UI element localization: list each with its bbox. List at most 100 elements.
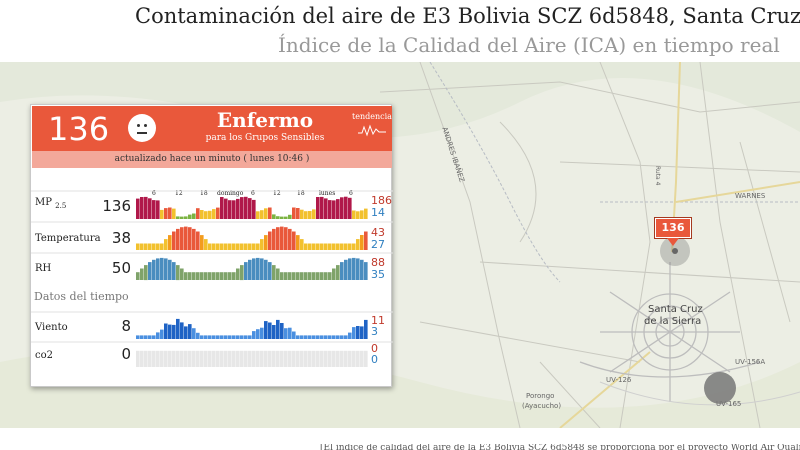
rh-bar xyxy=(292,272,296,280)
map-label-warnes: WARNES xyxy=(735,192,766,200)
co2-bar xyxy=(308,350,312,367)
pm25-bar xyxy=(164,208,168,219)
temperature-bar xyxy=(264,235,268,250)
wind-bar xyxy=(256,329,260,339)
rh-max: 88 xyxy=(371,256,385,269)
rh-bar xyxy=(264,259,268,280)
wind-bar xyxy=(184,326,188,339)
pm25-bar xyxy=(232,200,236,219)
temperature-bar xyxy=(156,243,160,250)
axis-tick: 18 xyxy=(200,190,208,197)
wind-bar xyxy=(332,335,336,339)
co2-bar xyxy=(360,350,364,367)
wind-bar xyxy=(196,332,200,339)
co2-bar xyxy=(268,350,272,367)
wind-bar xyxy=(140,335,144,339)
rh-bar xyxy=(304,272,308,280)
pm25-sparkline xyxy=(136,196,368,219)
pm25-bar xyxy=(220,197,224,219)
updated-bar: actualizado hace un minuto ( lunes 10:46… xyxy=(32,151,392,168)
temperature-bar xyxy=(136,243,140,250)
rh-bar xyxy=(180,268,184,280)
wind-min: 3 xyxy=(371,325,378,338)
pm25-bar xyxy=(208,210,212,219)
co2-value: 0 xyxy=(121,345,131,363)
rh-bar xyxy=(200,272,204,280)
temperature-bar xyxy=(188,227,192,250)
co2-bar xyxy=(316,350,320,367)
temperature-bar xyxy=(168,235,172,250)
co2-bar xyxy=(272,350,276,367)
pm25-bar xyxy=(280,216,284,219)
co2-bar xyxy=(164,350,168,367)
map-label-uv126: UV-126 xyxy=(606,376,632,384)
pm25-bar xyxy=(348,197,352,219)
temperature-bar xyxy=(272,228,276,250)
temperature-bar xyxy=(152,243,156,250)
temperature-bar xyxy=(256,243,260,250)
wind-bar xyxy=(280,323,284,339)
wind-bar xyxy=(240,335,244,339)
co2-bar xyxy=(244,350,248,367)
rh-bar xyxy=(240,265,244,281)
pm25-bar xyxy=(364,208,368,219)
temperature-label: Temperatura xyxy=(35,233,101,244)
rh-bar xyxy=(356,258,360,280)
co2-bar xyxy=(144,350,148,367)
wind-bar xyxy=(244,335,248,339)
temperature-bar xyxy=(220,243,224,250)
pm25-bar xyxy=(256,211,260,219)
pm25-bar xyxy=(252,199,256,219)
rh-bar xyxy=(160,257,164,280)
wind-bar xyxy=(364,319,368,339)
co2-bar xyxy=(356,350,360,367)
temperature-bar xyxy=(288,228,292,250)
rh-bar xyxy=(172,262,176,280)
wind-bar xyxy=(216,335,220,339)
wind-bar xyxy=(204,335,208,339)
wind-label: Viento xyxy=(35,322,68,333)
wind-bar xyxy=(348,332,352,339)
wind-bar xyxy=(252,331,256,339)
co2-bar xyxy=(216,350,220,367)
rh-bar xyxy=(212,272,216,280)
pm25-bar xyxy=(200,210,204,219)
pm25-bar xyxy=(152,200,156,219)
temperature-bar xyxy=(176,228,180,250)
temperature-bar xyxy=(308,243,312,250)
temperature-bar xyxy=(148,243,152,250)
map-cluster-dot[interactable] xyxy=(704,372,736,404)
pm25-bar xyxy=(312,209,316,219)
temperature-bar xyxy=(352,243,356,250)
wind-bar xyxy=(308,335,312,339)
rh-bar xyxy=(300,272,304,280)
wind-bar xyxy=(228,335,232,339)
wind-bar xyxy=(304,335,308,339)
wind-bar xyxy=(156,332,160,339)
co2-bar xyxy=(168,350,172,367)
temperature-bar xyxy=(212,243,216,250)
temperature-bar xyxy=(336,243,340,250)
pm25-bar xyxy=(184,216,188,219)
temperature-bar xyxy=(192,228,196,250)
wind-bar xyxy=(284,328,288,339)
rh-bar xyxy=(156,258,160,280)
rh-bar xyxy=(256,257,260,280)
temperature-bar xyxy=(232,243,236,250)
rh-bar xyxy=(348,258,352,280)
wind-bar xyxy=(176,318,180,339)
pm25-bar xyxy=(176,216,180,219)
trend-link[interactable]: tendencia xyxy=(352,112,392,121)
temperature-bar xyxy=(184,226,188,250)
rh-bar xyxy=(248,259,252,280)
pm25-bar xyxy=(268,207,272,219)
temperature-bar xyxy=(248,243,252,250)
aqi-value: 136 xyxy=(48,110,110,148)
axis-tick: domingo xyxy=(217,190,244,197)
station-location-center xyxy=(672,248,678,254)
pm25-bar xyxy=(344,196,348,219)
pm25-bar xyxy=(212,209,216,219)
station-aqi-marker[interactable]: 136 xyxy=(654,217,692,239)
pm25-bar xyxy=(264,208,268,219)
wind-bar xyxy=(324,335,328,339)
